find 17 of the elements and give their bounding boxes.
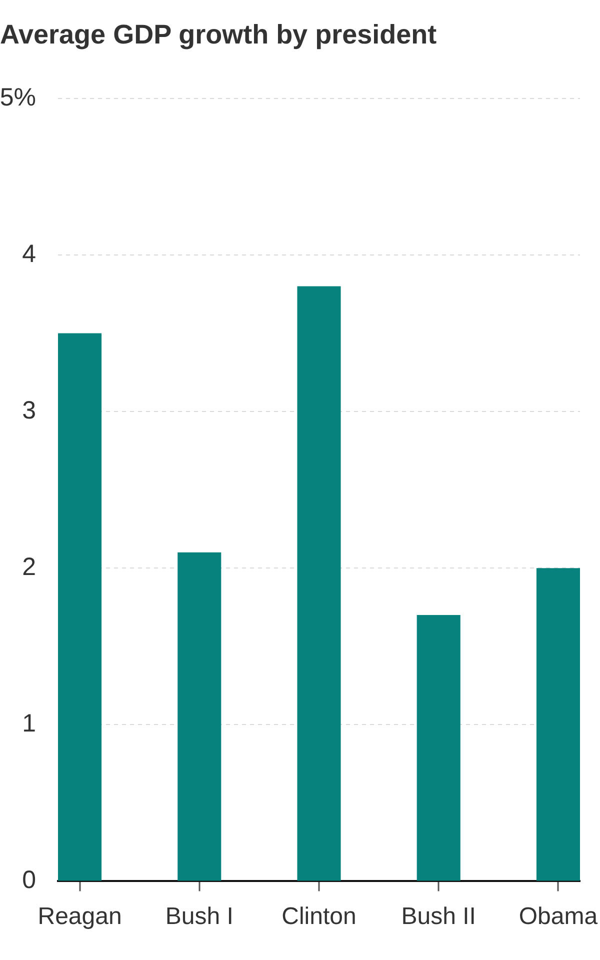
x-tick-label: Obama — [518, 903, 598, 930]
y-tick-label: 1 — [22, 710, 36, 738]
y-tick-label: 4 — [22, 240, 36, 268]
y-tick-label: 2 — [22, 552, 36, 581]
bar — [297, 286, 341, 881]
bar — [536, 568, 580, 881]
y-tick-label: 5% — [0, 83, 36, 112]
chart-title: Average GDP growth by president — [0, 20, 437, 50]
bar — [58, 333, 102, 881]
y-tick-label: 0 — [22, 866, 36, 894]
y-tick-label: 3 — [22, 396, 36, 424]
bar — [416, 615, 460, 881]
x-tick-label: Reagan — [38, 903, 122, 930]
x-tick-label: Clinton — [282, 903, 356, 930]
x-tick-label: Bush II — [401, 903, 476, 930]
x-tick-label: Bush I — [165, 903, 234, 930]
bar — [178, 552, 222, 881]
